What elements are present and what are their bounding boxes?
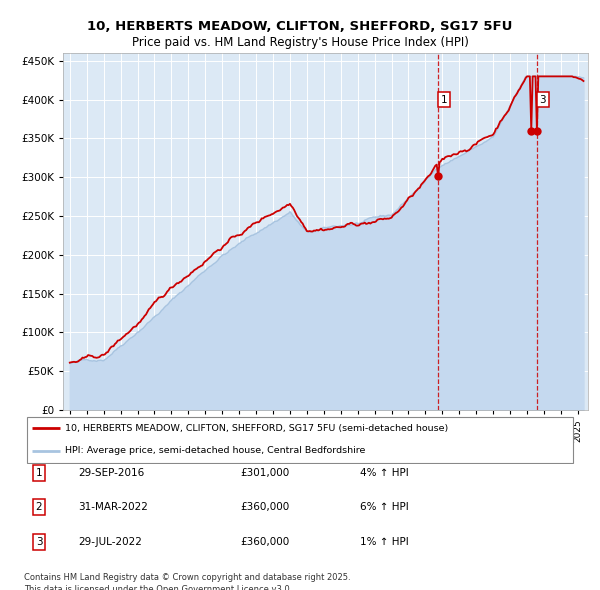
- Text: £360,000: £360,000: [240, 537, 289, 546]
- Text: 3: 3: [35, 537, 43, 546]
- Text: 1: 1: [440, 94, 447, 104]
- Text: 10, HERBERTS MEADOW, CLIFTON, SHEFFORD, SG17 5FU (semi-detached house): 10, HERBERTS MEADOW, CLIFTON, SHEFFORD, …: [65, 424, 449, 432]
- Text: Price paid vs. HM Land Registry's House Price Index (HPI): Price paid vs. HM Land Registry's House …: [131, 36, 469, 49]
- Text: 1% ↑ HPI: 1% ↑ HPI: [360, 537, 409, 546]
- Text: Contains HM Land Registry data © Crown copyright and database right 2025.
This d: Contains HM Land Registry data © Crown c…: [24, 573, 350, 590]
- Text: HPI: Average price, semi-detached house, Central Bedfordshire: HPI: Average price, semi-detached house,…: [65, 446, 366, 455]
- Text: 4% ↑ HPI: 4% ↑ HPI: [360, 468, 409, 478]
- Text: 10, HERBERTS MEADOW, CLIFTON, SHEFFORD, SG17 5FU: 10, HERBERTS MEADOW, CLIFTON, SHEFFORD, …: [88, 20, 512, 33]
- FancyBboxPatch shape: [27, 417, 573, 463]
- Text: 29-SEP-2016: 29-SEP-2016: [78, 468, 144, 478]
- Text: 3: 3: [539, 94, 546, 104]
- Text: £360,000: £360,000: [240, 503, 289, 512]
- Text: 31-MAR-2022: 31-MAR-2022: [78, 503, 148, 512]
- Text: 1: 1: [35, 468, 43, 478]
- Text: 2: 2: [35, 503, 43, 512]
- Text: 29-JUL-2022: 29-JUL-2022: [78, 537, 142, 546]
- Text: £301,000: £301,000: [240, 468, 289, 478]
- Text: 6% ↑ HPI: 6% ↑ HPI: [360, 503, 409, 512]
